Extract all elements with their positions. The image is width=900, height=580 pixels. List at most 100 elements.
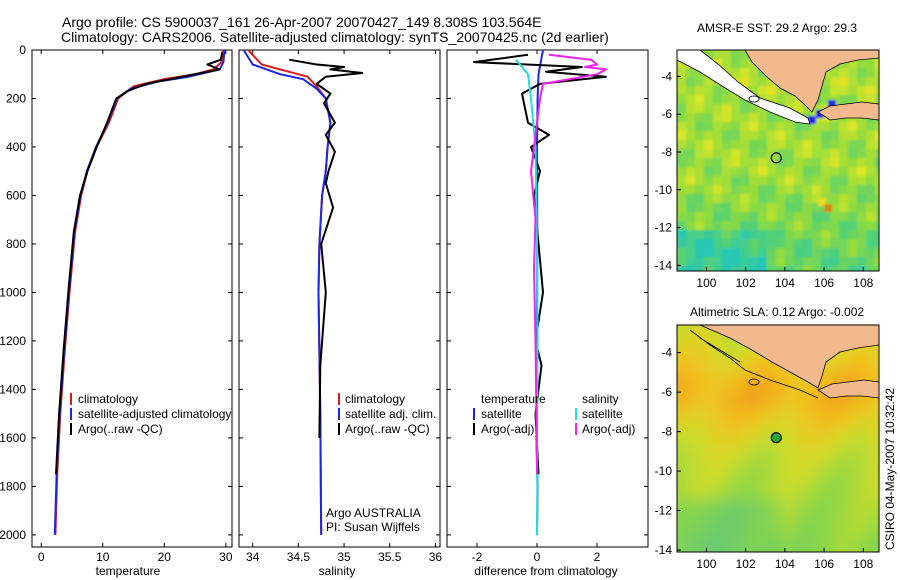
sst-grid-cell (812, 221, 822, 231)
sst-grid-cell (767, 140, 777, 150)
legend-label-temp-argo: Argo(-adj) (481, 422, 534, 436)
sst-grid-cell (686, 86, 696, 96)
sst-grid-cell (803, 257, 813, 267)
sst-grid-cell (740, 203, 750, 213)
sst-grid-cell (758, 212, 768, 222)
sst-grid-cell (866, 230, 876, 240)
map-x-tick-label: 102 (736, 276, 756, 290)
sst-grid-cell (875, 194, 879, 204)
sst-grid-cell (731, 131, 741, 141)
sst-grid-cell (722, 248, 732, 258)
sst-grid-cell (704, 86, 714, 96)
sst-grid-cell (803, 167, 813, 177)
map-x-tick-label: 102 (736, 557, 756, 571)
sst-grid-cell (713, 248, 723, 258)
sst-grid-cell (875, 257, 879, 267)
x-tick-label: 30 (219, 550, 233, 564)
sst-grid-cell (839, 131, 849, 141)
sst-grid-cell (821, 149, 831, 159)
sst-grid-cell (776, 131, 786, 141)
sst-grid-cell (785, 203, 795, 213)
sst-grid-cell (776, 221, 786, 231)
map-y-tick-label: -6 (661, 107, 672, 121)
x-tick-label: 0 (534, 550, 541, 564)
sst-grid-cell (866, 176, 876, 186)
sst-grid-cell (776, 239, 786, 249)
x-tick-label: 36 (429, 550, 443, 564)
sst-grid-cell (758, 113, 768, 123)
sst-grid-cell (785, 230, 795, 240)
sst-grid-cell (686, 230, 696, 240)
sst-grid-cell (740, 257, 750, 267)
sst-grid-cell (803, 212, 813, 222)
sst-grid-cell (794, 149, 804, 159)
sst-grid-cell (740, 131, 750, 141)
sst-grid-cell (758, 149, 768, 159)
salinity-panel: 34 34.5 35 35.5 36 salinity climatology sate… (238, 49, 443, 578)
sst-grid-cell (731, 113, 741, 123)
sst-grid-cell (722, 194, 732, 204)
sst-grid-cell (785, 149, 795, 159)
sst-grid-cell (758, 230, 768, 240)
sst-grid-cell (839, 248, 849, 258)
sst-grid-cell (821, 77, 831, 87)
sst-grid-cell (740, 50, 750, 60)
sst-grid-cell (821, 158, 831, 168)
x-tick-label: -2 (472, 550, 483, 564)
sst-grid-cell (758, 158, 768, 168)
sst-grid-cell (713, 158, 723, 168)
sla-field-cell (869, 427, 879, 457)
sst-grid-cell (839, 167, 849, 177)
sst-grid-cell (740, 77, 750, 87)
sst-grid-cell (704, 194, 714, 204)
sst-grid-cell (767, 167, 777, 177)
x-tick-label: 35 (337, 550, 351, 564)
legend-label-argo: Argo(..raw -QC) (78, 422, 163, 436)
sst-grid-cell (848, 194, 858, 204)
sst-grid-cell (776, 122, 786, 132)
sst-grid-cell (686, 140, 696, 150)
sst-grid-cell (830, 68, 840, 78)
sst-grid-cell (866, 77, 876, 87)
difference-legend: temperature satellite Argo(-adj) salinit… (473, 392, 635, 436)
sst-grid-cell (821, 86, 831, 96)
sst-grid-cell (677, 176, 687, 186)
sst-grid-cell (686, 122, 696, 132)
sst-grid-cell (866, 212, 876, 222)
sst-grid-cell (848, 185, 858, 195)
sst-grid-cell (857, 239, 867, 249)
sst-grid-cell (803, 158, 813, 168)
sst-grid-cell (830, 176, 840, 186)
sst-grid-cell (686, 113, 696, 123)
legend-label-temp-satellite: satellite (481, 407, 522, 421)
x-tick-label: 2 (594, 550, 601, 564)
sst-grid-cell (695, 230, 705, 240)
sst-grid-cell (722, 50, 732, 60)
sst-grid-cell (803, 122, 813, 132)
sst-grid-cell (695, 68, 705, 78)
sst-grid-cell (749, 140, 759, 150)
sst-grid-cell (812, 176, 822, 186)
sst-grid-cell (686, 239, 696, 249)
sst-grid-cell (758, 257, 768, 267)
sst-grid-cell (704, 266, 714, 271)
sst-grid-cell (713, 149, 723, 159)
y-tick-label: 400 (6, 140, 26, 154)
sst-grid-cell (677, 95, 687, 105)
sst-grid-cell (785, 257, 795, 267)
sst-grid-cell (731, 59, 741, 69)
sst-grid-cell (785, 122, 795, 132)
sst-grid-cell (785, 131, 795, 141)
map-y-tick-label: -8 (661, 425, 672, 439)
sst-grid-cell (857, 77, 867, 87)
sla-map-frame (676, 324, 880, 553)
sst-map-ticks: 100 102 104 106 108 -4 -6 -8 -10 -12 -14 (655, 69, 874, 290)
sst-grid-cell (731, 239, 741, 249)
sst-grid-cell (857, 185, 867, 195)
sst-sumatra-mainland (744, 50, 879, 113)
sst-grid-cell (794, 266, 804, 271)
sst-grid-cell (695, 266, 705, 271)
sst-grid-cell (704, 176, 714, 186)
map-x-tick-label: 108 (853, 276, 873, 290)
sst-grid-cell (758, 248, 768, 258)
